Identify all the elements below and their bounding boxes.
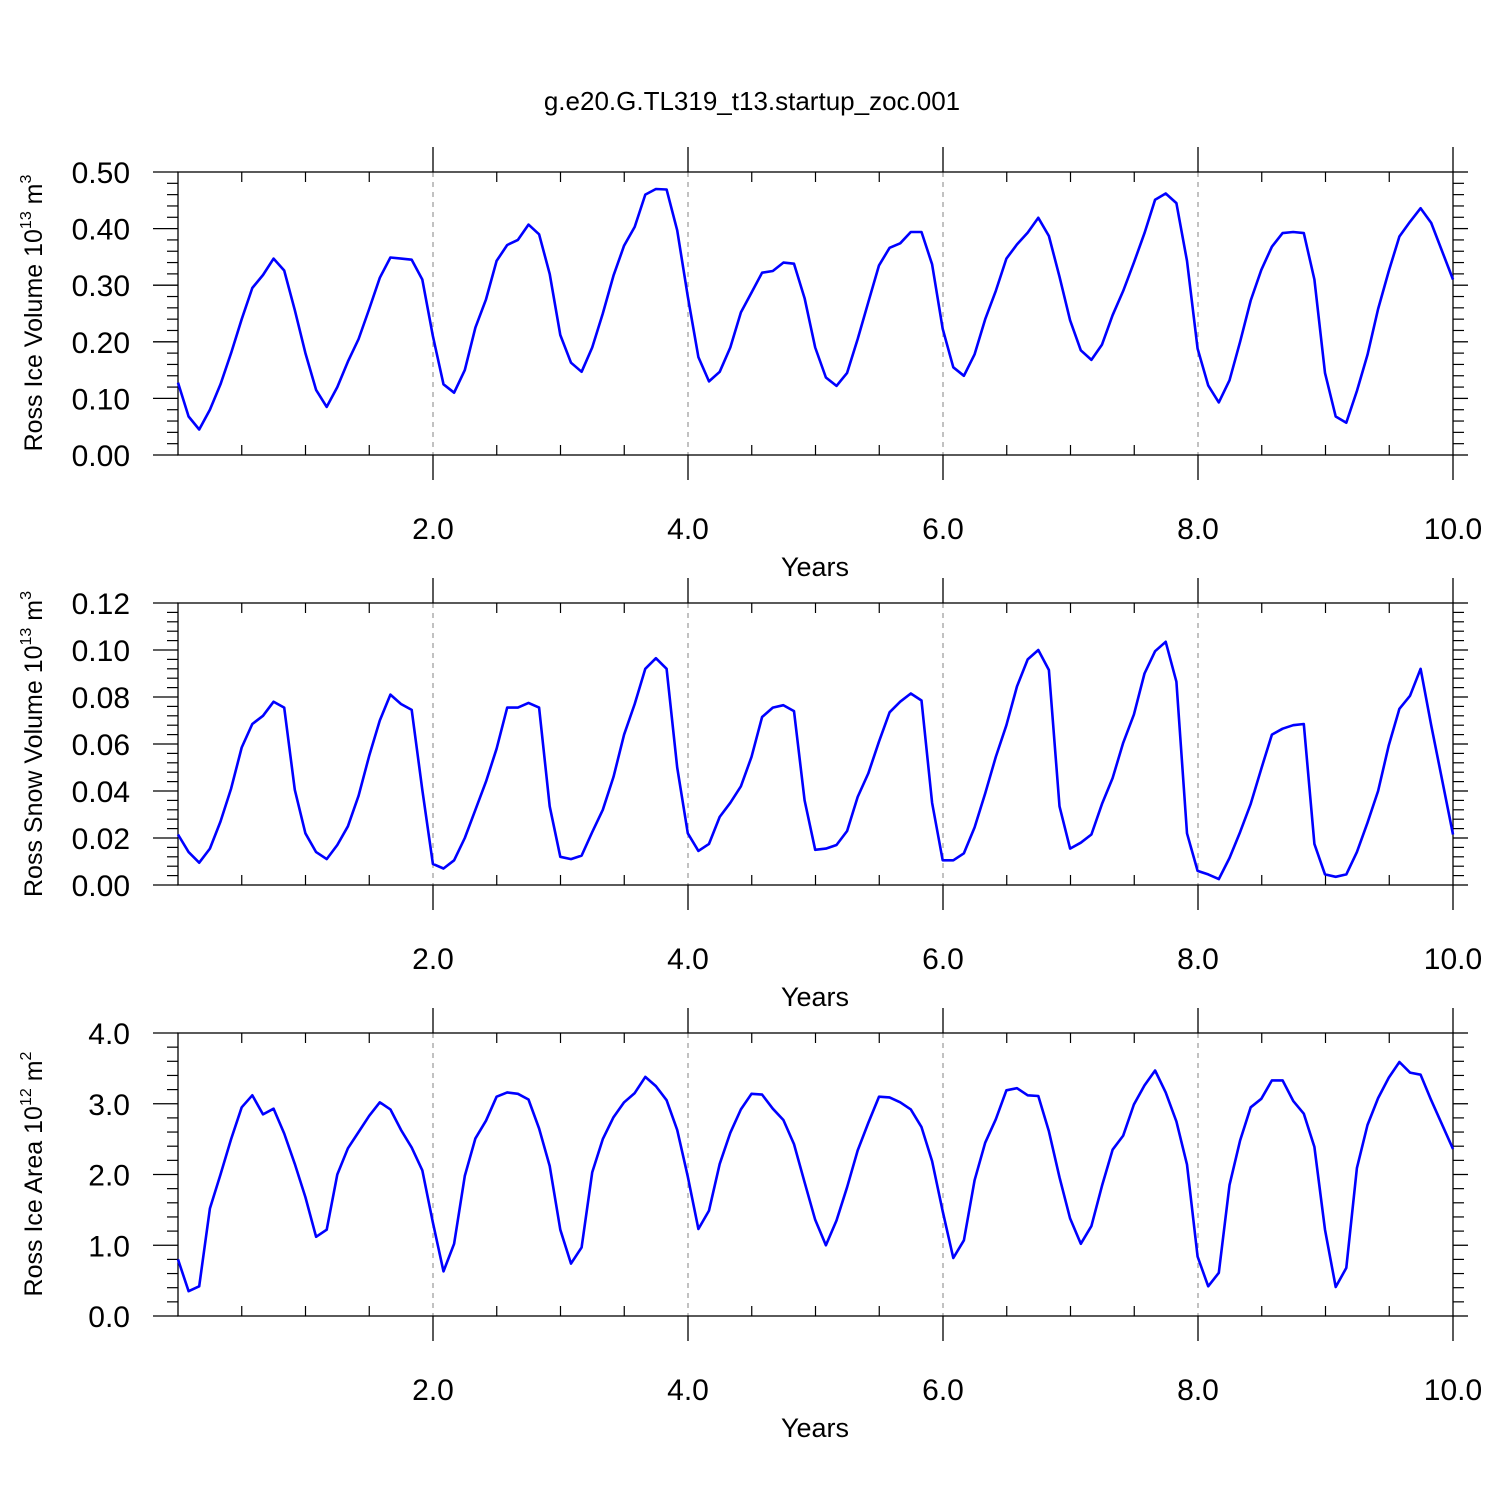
chart-panels: 2.0 4.0 6.0 8.0 10.0 0.00 0.10 0.20 0.30 0.40 0.50… xyxy=(18,147,1482,1443)
plot-frame xyxy=(177,1032,1454,1317)
plot-frame xyxy=(177,602,1454,886)
y-axis-label-prefix: Ross Ice Area 10 xyxy=(20,1106,48,1296)
x-tick-label: 2.0 xyxy=(412,1374,454,1407)
chart-panel-1: 2.0 4.0 6.0 8.0 10.0 0.00 0.10 0.20 0.30 0.40 0.50… xyxy=(18,147,1482,582)
x-tick-label: 6.0 xyxy=(922,1374,964,1407)
figure-title: g.e20.G.TL319_t13.startup_zoc.001 xyxy=(544,86,960,116)
y-tick-label: 0.00 xyxy=(72,870,130,903)
y-tick-label: 0.40 xyxy=(72,214,130,247)
y-tick-label: 0.12 xyxy=(72,588,130,621)
y-tick-label: 0.08 xyxy=(72,682,130,715)
x-tick-label: 8.0 xyxy=(1177,513,1219,546)
x-axis-label: Years xyxy=(781,982,849,1012)
y-tick-label: 3.0 xyxy=(88,1089,130,1122)
x-tick-label: 4.0 xyxy=(667,943,709,976)
y-tick-label: 0.02 xyxy=(72,823,130,856)
x-tick-label: 4.0 xyxy=(667,513,709,546)
y-axis-label: Ross Ice Area 1012 m2 xyxy=(18,1051,48,1296)
y-axis-label-unit: m xyxy=(20,600,48,628)
y-tick-label: 0.04 xyxy=(72,776,130,809)
x-tick-label: 10.0 xyxy=(1424,943,1482,976)
y-axis-label-exp: 12 xyxy=(18,1088,35,1106)
y-axis-label-unit-exp: 2 xyxy=(18,1051,35,1060)
chart-panel-2: 2.0 4.0 6.0 8.0 10.0 0.00 0.02 0.04 0.06 0.08 0.10… xyxy=(18,578,1482,1012)
x-tick-label: 10.0 xyxy=(1424,1374,1482,1407)
y-tick-label: 0.0 xyxy=(88,1301,130,1334)
y-axis-label-prefix: Ross Ice Volume 10 xyxy=(20,229,48,451)
series-line xyxy=(176,640,1455,881)
y-tick-label: 4.0 xyxy=(88,1018,130,1051)
y-tick-label: 0.00 xyxy=(72,440,130,473)
x-tick-label: 8.0 xyxy=(1177,943,1219,976)
y-axis-label-unit: m xyxy=(20,183,48,211)
x-axis-label: Years xyxy=(781,1413,849,1443)
x-tick-label: 2.0 xyxy=(412,943,454,976)
y-tick-label: 0.10 xyxy=(72,635,130,668)
y-axis-label-exp: 13 xyxy=(18,628,35,646)
series-line xyxy=(176,187,1455,431)
series-line xyxy=(176,1060,1455,1293)
plot-frame xyxy=(177,171,1454,456)
x-tick-label: 6.0 xyxy=(922,943,964,976)
y-tick-label: 0.20 xyxy=(72,327,130,360)
y-axis-label: Ross Snow Volume 1013 m3 xyxy=(18,591,48,897)
x-tick-label: 8.0 xyxy=(1177,1374,1219,1407)
y-tick-label: 0.06 xyxy=(72,729,130,762)
x-tick-label: 6.0 xyxy=(922,513,964,546)
y-axis-label-unit-exp: 3 xyxy=(18,174,35,183)
x-tick-label: 10.0 xyxy=(1424,513,1482,546)
y-tick-label: 0.10 xyxy=(72,383,130,416)
x-axis-label: Years xyxy=(781,552,849,582)
y-tick-label: 1.0 xyxy=(88,1230,130,1263)
y-axis-label-exp: 13 xyxy=(18,211,35,229)
y-axis-label-unit-exp: 3 xyxy=(18,591,35,600)
y-axis-label-unit: m xyxy=(20,1060,48,1088)
y-tick-label: 0.50 xyxy=(72,157,130,190)
y-tick-label: 0.30 xyxy=(72,270,130,303)
y-tick-label: 2.0 xyxy=(88,1160,130,1193)
x-tick-label: 2.0 xyxy=(412,513,454,546)
y-axis-label-prefix: Ross Snow Volume 10 xyxy=(20,645,48,897)
chart-panel-3: 2.0 4.0 6.0 8.0 10.0 0.0 1.0 2.0 3.0 4.0 Years Ross… xyxy=(18,1008,1482,1443)
y-axis-label: Ross Ice Volume 1013 m3 xyxy=(18,174,48,451)
x-tick-label: 4.0 xyxy=(667,1374,709,1407)
